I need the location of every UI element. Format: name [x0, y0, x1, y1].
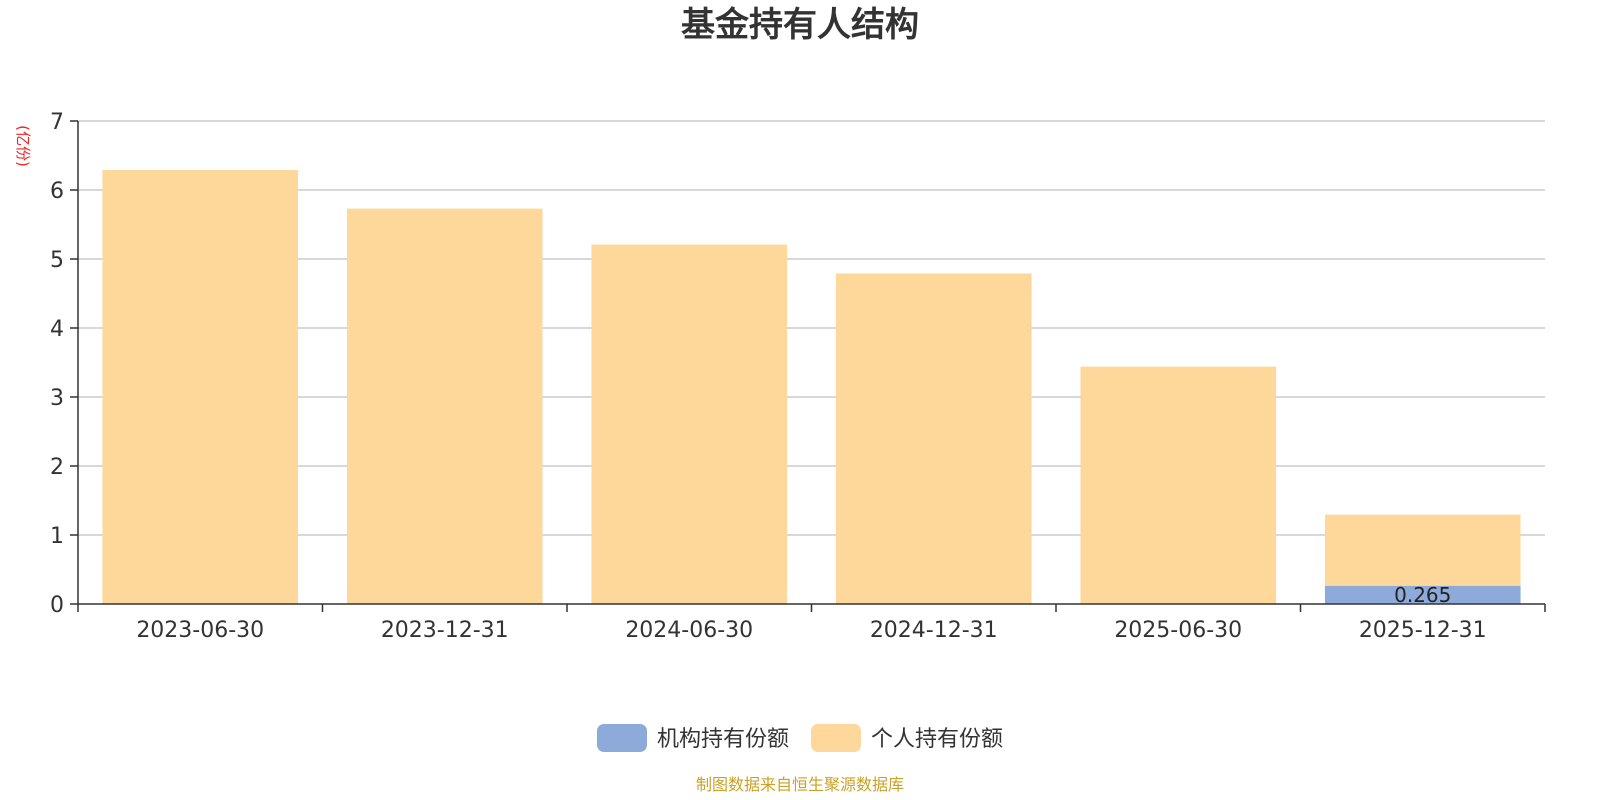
y-tick-label-4: 4 [50, 317, 64, 342]
bar-1-5[interactable] [1324, 514, 1521, 586]
source-note: 制图数据来自恒生聚源数据库 [696, 775, 904, 794]
y-tick-label-6: 6 [50, 179, 64, 204]
bar-0-5[interactable] [1324, 585, 1521, 604]
x-tick-label-1: 2023-12-31 [381, 618, 509, 643]
data-labels: 0.265 [1394, 583, 1451, 607]
x-tick-label-0: 2023-06-30 [136, 618, 264, 643]
y-tick-label-3: 3 [50, 386, 64, 411]
chart-title: 基金持有人结构 [681, 5, 919, 45]
bar-1-1[interactable] [346, 208, 543, 604]
data-label-0-5: 0.265 [1394, 583, 1451, 607]
legend-swatch-1 [811, 724, 861, 752]
legend-label-0: 机构持有份额 [657, 727, 789, 752]
bar-1-2[interactable] [591, 244, 788, 604]
bar-1-3[interactable] [835, 273, 1032, 604]
bar-1-4[interactable] [1080, 366, 1277, 604]
y-axis-unit-label: (亿份) [14, 125, 32, 167]
y-tick-label-2: 2 [50, 455, 64, 480]
y-tick-label-5: 5 [50, 248, 64, 273]
y-tick-label-7: 7 [50, 110, 64, 135]
legend-label-1: 个人持有份额 [871, 727, 1003, 752]
x-tick-label-5: 2025-12-31 [1359, 618, 1487, 643]
legend-item-0[interactable]: 机构持有份额 [597, 724, 789, 752]
x-tick-label-2: 2024-06-30 [625, 618, 753, 643]
axes: 0 1 2 3 4 5 6 7 2023-06-30 2023-12-31 2024-06-30 20… [50, 110, 1546, 643]
bar-1-0[interactable] [102, 169, 299, 605]
y-tick-label-0: 0 [50, 593, 64, 618]
y-tick-label-1: 1 [50, 524, 64, 549]
bars [102, 169, 1521, 605]
x-tick-label-4: 2025-06-30 [1114, 618, 1242, 643]
grid-lines [78, 120, 1545, 536]
legend-item-1[interactable]: 个人持有份额 [811, 724, 1003, 752]
legend-swatch-0 [597, 724, 647, 752]
x-tick-label-3: 2024-12-31 [870, 618, 998, 643]
legend[interactable]: 机构持有份额 个人持有份额 [597, 724, 1003, 752]
